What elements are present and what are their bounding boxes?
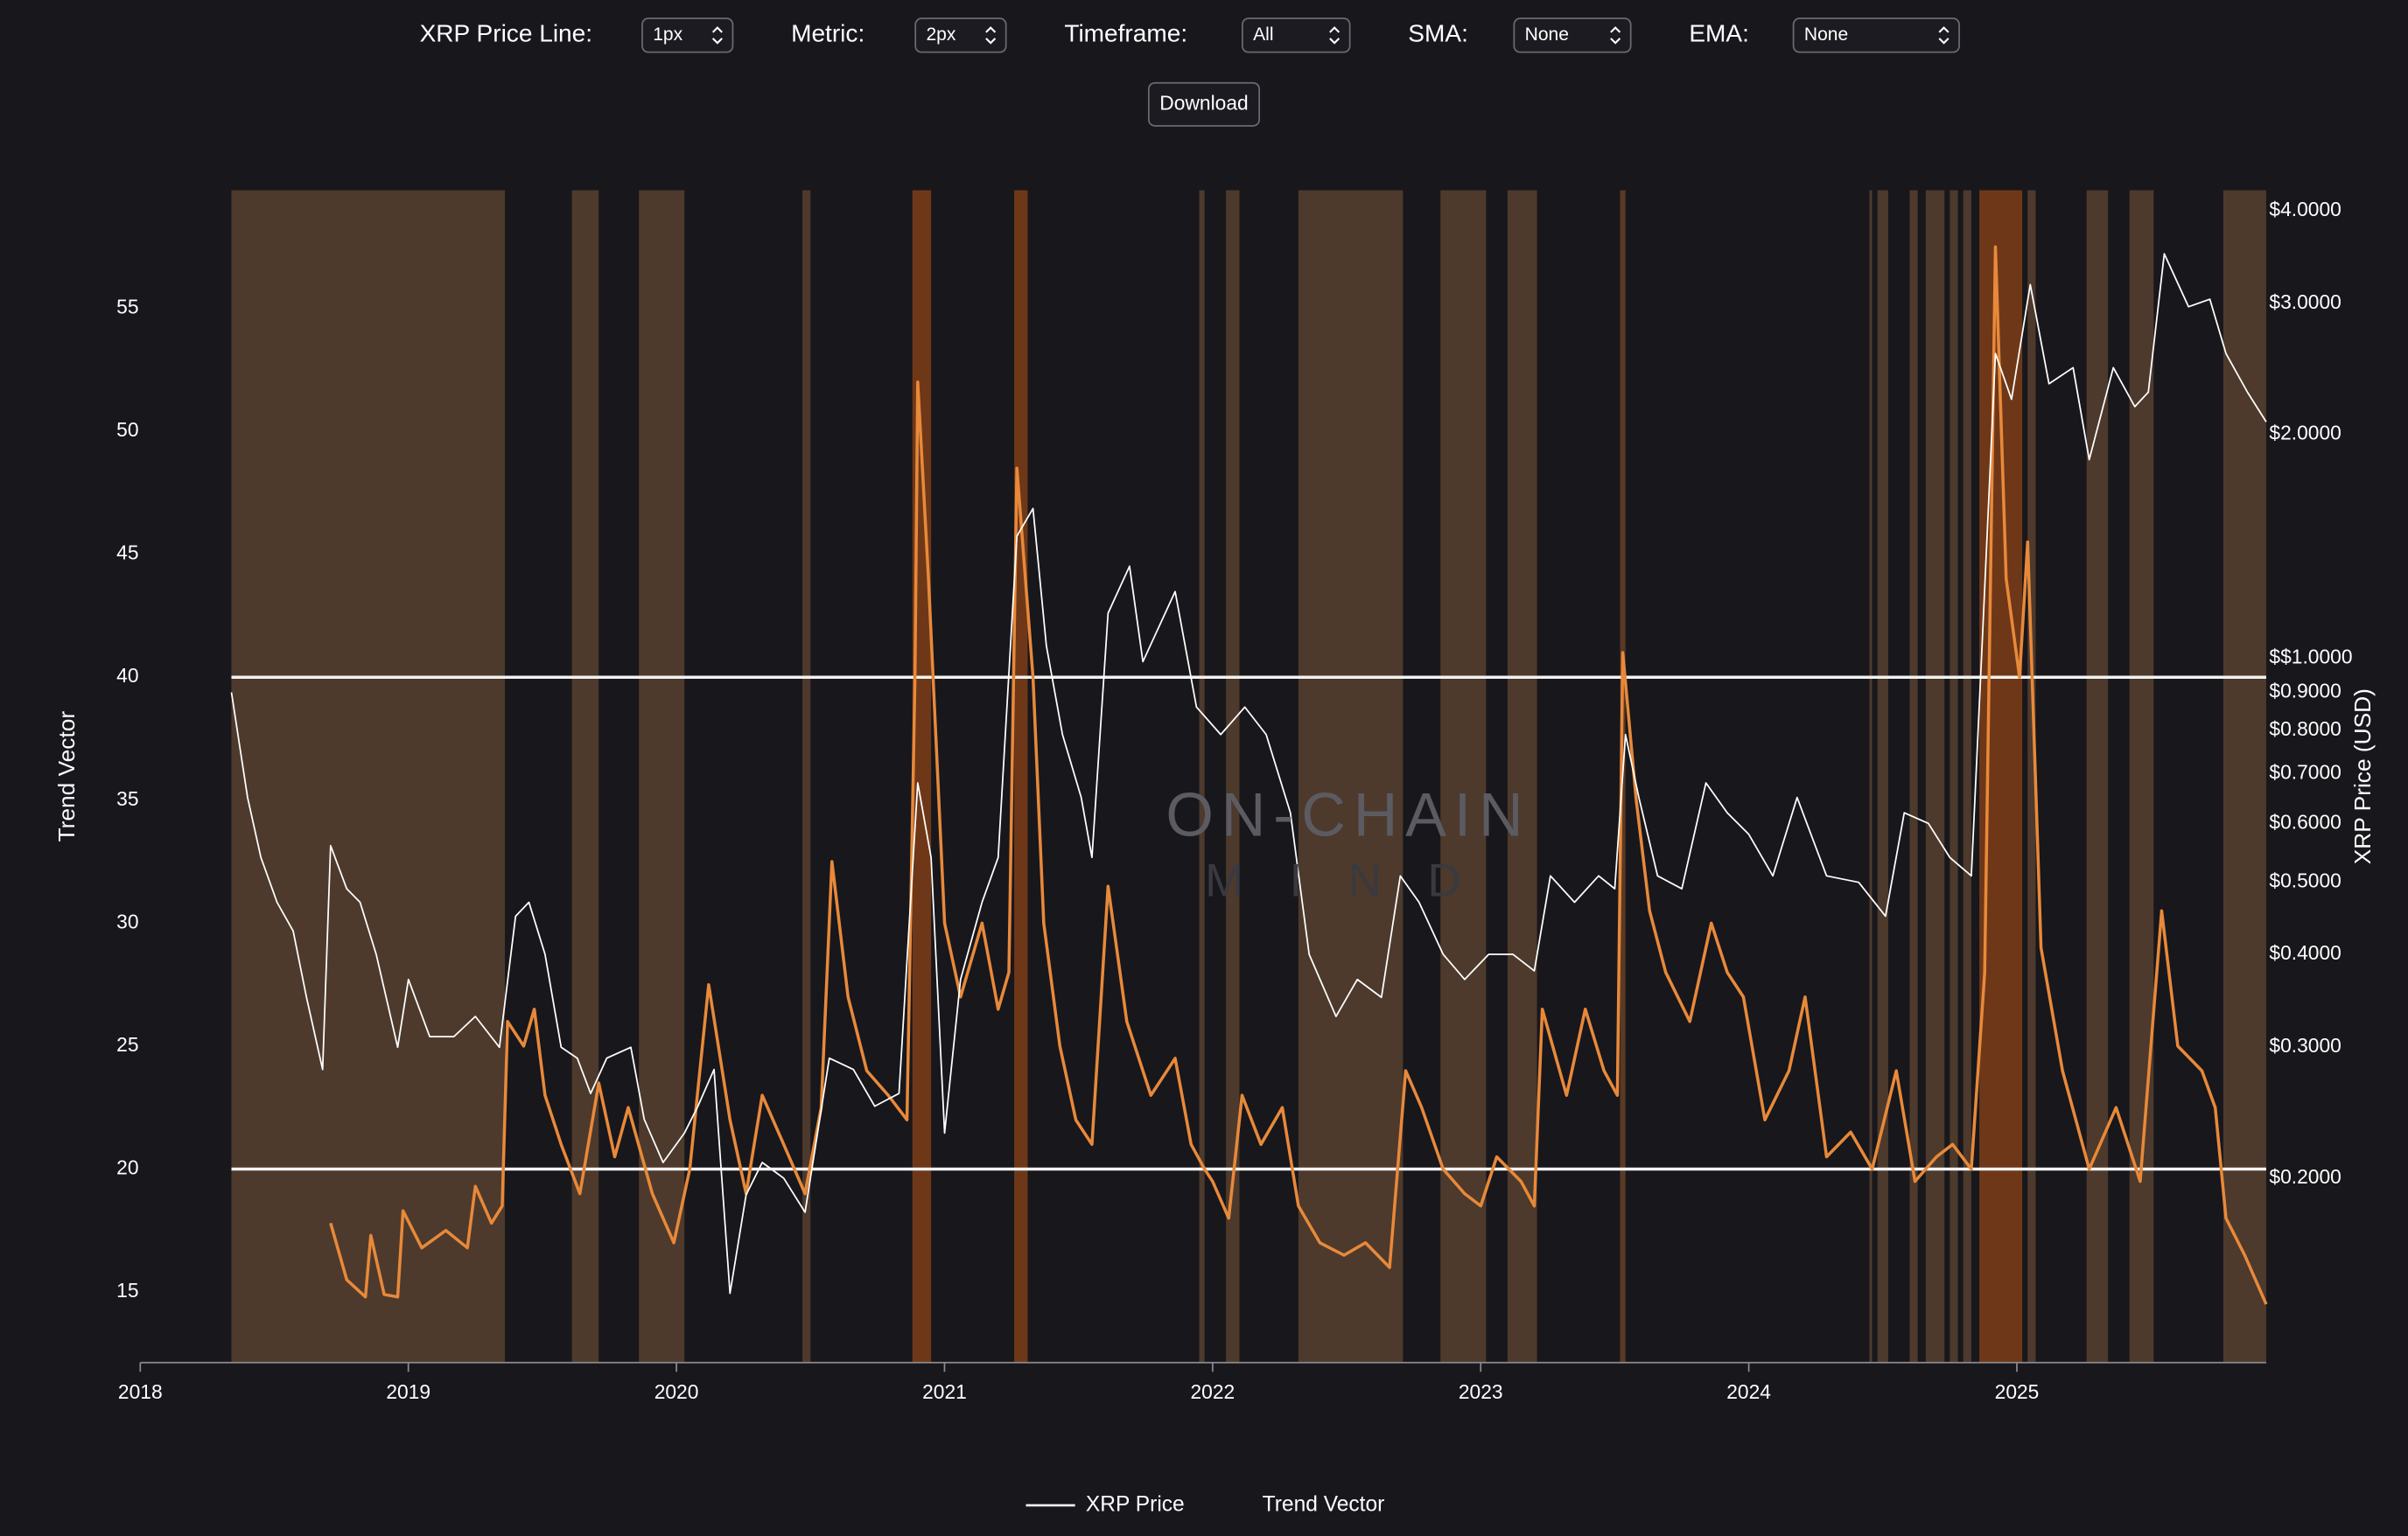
y-tick-label: 50 [116,418,138,441]
y2-tick-label: $0.7000 [2269,760,2341,783]
control-label: Timeframe: [1064,20,1187,47]
series-line [329,245,2268,1305]
select-value[interactable]: All [1253,24,1273,45]
highlight-band [1869,190,1872,1363]
highlight-band [1199,190,1205,1363]
highlight-band [1925,190,1945,1363]
select-chevron[interactable] [711,26,723,45]
select[interactable] [914,17,1007,53]
y-tick-label: 20 [116,1156,138,1179]
y2-tick-label: $0.8000 [2269,717,2341,740]
y-tick-label: 55 [116,295,138,318]
y-tick-label: 25 [116,1033,138,1056]
highlight-band [1963,190,1971,1363]
watermark: ON-CHAIN [1166,779,1530,848]
x-tick-label: 2025 [1995,1380,2040,1403]
highlight-band [1909,190,1918,1363]
y-axis-title: Trend Vector [53,711,80,842]
control-label: XRP Price Line: [420,20,592,47]
control-label: SMA: [1408,20,1468,47]
y-tick-label: 45 [116,541,138,564]
highlight-band [802,190,811,1363]
highlight-band [2086,190,2109,1363]
y2-tick-label: $0.3000 [2269,1034,2341,1057]
highlight-band [639,190,685,1363]
select-chevron[interactable] [1329,26,1340,45]
control-label: Metric: [791,20,864,47]
select-value[interactable]: None [1525,24,1569,45]
highlight-band [1877,190,1888,1363]
highlight-band [1507,190,1537,1363]
plot-area [139,190,2268,1372]
select[interactable] [641,17,734,53]
y2-tick-label: $0.2000 [2269,1165,2341,1188]
x-tick-label: 2022 [1190,1380,1235,1403]
x-tick-label: 2023 [1459,1380,1503,1403]
highlight-band [2027,190,2036,1363]
select-value[interactable]: 2px [926,24,956,45]
y2-tick-label: $0.5000 [2269,869,2341,892]
y-tick-label: 15 [116,1279,138,1302]
download-button-label[interactable]: Download [1159,91,1248,114]
x-tick-label: 2024 [1726,1380,1771,1403]
y2-tick-label: $0.9000 [2269,680,2341,702]
y-tick-label: 30 [116,910,138,932]
legend-label: XRP Price [1086,1492,1185,1516]
select-value[interactable]: 1px [653,24,682,45]
select-chevron[interactable] [985,26,997,45]
y2-tick-label: $0.6000 [2269,810,2341,833]
highlight-band [2129,190,2154,1363]
legend-label: Trend Vector [1263,1492,1385,1516]
y2-axis-title: XRP Price (USD) [2349,688,2376,864]
select-chevron[interactable] [1610,26,1621,45]
highlight-band [912,190,932,1363]
y2-tick-label: $3.0000 [2269,290,2341,313]
y2-tick-label: $$1.0000 [2269,646,2352,668]
y-tick-label: 35 [116,787,138,810]
x-tick-label: 2018 [118,1380,163,1403]
highlight-band [2222,190,2266,1363]
select[interactable] [1792,17,1960,53]
highlight-band [1226,190,1240,1363]
x-tick-label: 2019 [386,1380,430,1403]
select-value[interactable]: None [1804,24,1848,45]
x-tick-label: 2020 [654,1380,699,1403]
highlight-band [1440,190,1487,1363]
y2-tick-label: $4.0000 [2269,198,2341,220]
select[interactable] [1241,17,1351,53]
watermark: MIND [1205,855,1507,906]
y2-tick-label: $0.4000 [2269,941,2341,964]
highlight-band [1298,190,1404,1363]
select[interactable] [1513,17,1632,53]
y-tick-label: 40 [116,664,138,687]
select-chevron[interactable] [1938,26,1950,45]
control-label: EMA: [1689,20,1749,47]
x-tick-label: 2021 [922,1380,967,1403]
download-button[interactable] [1147,81,1261,127]
highlight-band [231,190,505,1363]
series-line [230,253,2267,1295]
highlight-band [1014,190,1028,1363]
highlight-band [1950,190,1958,1363]
y2-tick-label: $2.0000 [2269,422,2341,444]
